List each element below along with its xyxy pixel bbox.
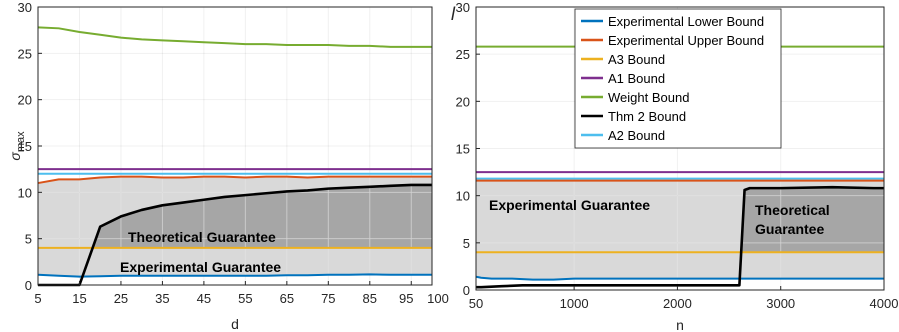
legend-label: A1 Bound	[608, 71, 665, 86]
x-tick-label: 15	[72, 291, 86, 306]
y-tick-label: 10	[18, 185, 32, 200]
legend: Experimental Lower Bound Experimental Upp…	[574, 8, 782, 149]
stray-glyph: l	[451, 4, 456, 24]
y-tick-label: 15	[456, 142, 470, 157]
x-tick-label: 50	[469, 296, 483, 311]
series-line-experimental-upper-bound	[37, 175, 432, 185]
left-y-axis-label-sub: max	[15, 131, 27, 152]
y-tick-label: 20	[18, 93, 32, 108]
x-tick-label: 35	[155, 291, 169, 306]
series-line-thm-2-bound	[476, 185, 884, 289]
legend-label: Experimental Upper Bound	[608, 33, 764, 48]
series-line-weight-bound	[37, 26, 432, 48]
x-tick-label: 100	[427, 291, 449, 306]
legend-label: A3 Bound	[608, 52, 665, 67]
left-series-lines	[37, 26, 432, 287]
y-tick-label: 30	[456, 0, 470, 15]
y-tick-label: 20	[456, 94, 470, 109]
x-tick-label: 95	[399, 291, 413, 306]
x-tick-label: 1000	[560, 296, 589, 311]
y-tick-label: 30	[18, 0, 32, 15]
series-line-thm-2-bound	[38, 183, 432, 287]
legend-label: Experimental Lower Bound	[608, 14, 764, 29]
y-tick-label: 5	[25, 232, 32, 247]
right-series-lines	[475, 45, 884, 289]
x-tick-label: 55	[238, 291, 252, 306]
y-tick-label: 25	[456, 47, 470, 62]
y-tick-label: 0	[463, 283, 470, 298]
right-tick-labels: 50 1000 2000 3000 4000 0 5 10 15 20 25 30	[456, 0, 899, 311]
x-tick-label: 2000	[663, 296, 692, 311]
legend-label: Thm 2 Bound	[608, 109, 686, 124]
right-x-axis-label: n	[676, 317, 684, 332]
y-tick-label: 15	[18, 139, 32, 154]
x-tick-label: 75	[321, 291, 335, 306]
series-line-experimental-lower-bound	[475, 275, 884, 281]
left-annotation-experimental: Experimental Guarantee	[120, 259, 281, 275]
y-tick-label: 0	[25, 278, 32, 293]
legend-label: A2 Bound	[608, 128, 665, 143]
x-tick-label: 85	[363, 291, 377, 306]
right-annotation-guarantee: Guarantee	[755, 221, 824, 237]
theoretical-region	[38, 184, 432, 248]
x-tick-label: 4000	[870, 296, 899, 311]
x-tick-label: 65	[280, 291, 294, 306]
x-tick-label: 45	[197, 291, 211, 306]
left-y-axis-label: σmax	[7, 131, 27, 161]
x-tick-label: 3000	[766, 296, 795, 311]
left-annotation-theoretical: Theoretical Guarantee	[128, 229, 276, 245]
right-annotation-theoretical: Theoretical	[755, 202, 830, 218]
right-chart-panel: 50 1000 2000 3000 4000 0 5 10 15 20 25 30 Experimen…	[456, 0, 899, 332]
series-line-experimental-lower-bound	[37, 273, 432, 278]
y-tick-label: 25	[18, 46, 32, 61]
x-tick-label: 25	[114, 291, 128, 306]
right-shaded-regions	[476, 180, 884, 280]
theoretical-region	[476, 187, 884, 253]
left-y-axis-label-main: σ	[7, 152, 23, 161]
left-shaded-regions	[38, 176, 432, 277]
legend-box	[574, 8, 782, 149]
legend-label: Weight Bound	[608, 90, 689, 105]
y-tick-label: 10	[456, 189, 470, 204]
y-tick-label: 5	[463, 236, 470, 251]
left-x-axis-label: d	[231, 316, 239, 332]
x-tick-label: 5	[34, 291, 41, 306]
right-annotation-experimental: Experimental Guarantee	[489, 197, 650, 213]
